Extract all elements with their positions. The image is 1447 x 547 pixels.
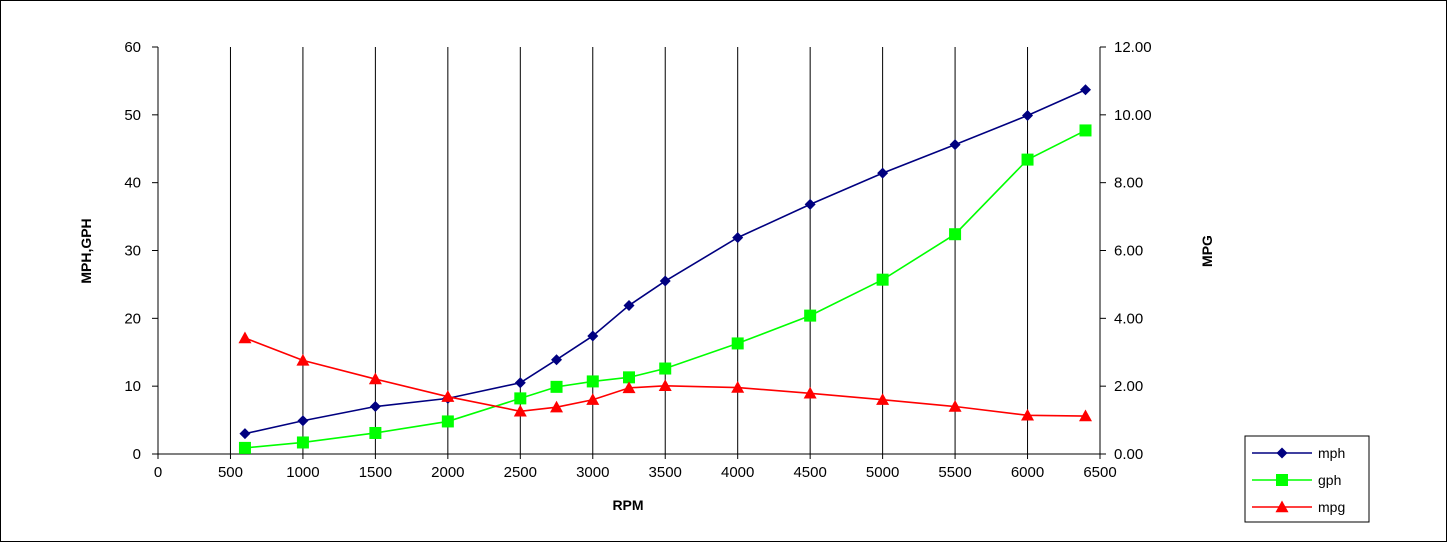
- y-tick-label: 60: [124, 39, 141, 56]
- x-tick-label: 2500: [504, 464, 537, 481]
- y-tick-label: 0: [133, 446, 141, 463]
- x-axis-title: RPM: [612, 497, 643, 513]
- gph-point: [514, 392, 527, 405]
- mph-point: [623, 299, 635, 311]
- legend-item-mpg: mpg: [1252, 499, 1345, 515]
- mph-point: [551, 354, 563, 366]
- legend-swatch-marker: [1276, 447, 1288, 459]
- mpg-point: [550, 400, 564, 413]
- y-tick-label: 10: [124, 378, 141, 395]
- x-tick-label: 6000: [1011, 464, 1044, 481]
- y2-tick-label: 10.00: [1114, 107, 1152, 124]
- mph-point: [297, 415, 309, 427]
- y2-tick-label: 12.00: [1114, 39, 1152, 56]
- mph-point: [514, 377, 526, 389]
- gph-point: [296, 436, 309, 449]
- y-axis-title: MPH,GPH: [78, 218, 94, 283]
- x-tick-label: 1500: [359, 464, 392, 481]
- gph-point: [550, 380, 563, 393]
- mpg-point: [296, 353, 310, 366]
- x-tick-label: 3000: [576, 464, 609, 481]
- mpg-point: [441, 390, 455, 402]
- mpg-point: [948, 400, 962, 412]
- mpg-point: [368, 372, 382, 385]
- mph-point: [804, 198, 816, 210]
- gph-point: [586, 375, 599, 388]
- legend-swatch-marker: [1275, 500, 1289, 513]
- mpg-point: [1079, 409, 1093, 422]
- y-tick-label: 50: [124, 107, 141, 124]
- mph-point: [239, 428, 251, 440]
- mph-point: [1022, 110, 1034, 122]
- gph-point: [731, 337, 744, 350]
- mph-point: [659, 275, 671, 287]
- gph-point: [1079, 124, 1092, 137]
- mpg-point: [622, 381, 636, 394]
- y-tick-label: 20: [124, 310, 141, 327]
- mph-point: [369, 401, 381, 413]
- gph-point: [1021, 153, 1034, 166]
- x-tick-label: 5000: [866, 464, 899, 481]
- y2-tick-label: 2.00: [1114, 378, 1143, 395]
- x-tick-label: 500: [218, 464, 243, 481]
- mpg-point: [586, 393, 600, 405]
- legend: mph gph mpg: [1244, 435, 1370, 523]
- y-tick-label: 40: [124, 175, 141, 192]
- y2-tick-label: 6.00: [1114, 243, 1143, 260]
- legend-label: mph: [1318, 445, 1345, 461]
- gph-point: [804, 309, 817, 322]
- series-mpg: [238, 331, 1093, 422]
- y2-tick-label: 4.00: [1114, 310, 1143, 327]
- mpg-point: [731, 381, 745, 393]
- mpg-point: [803, 386, 817, 399]
- gph-point: [369, 426, 382, 439]
- gph-point: [441, 415, 454, 428]
- mpg-point: [238, 331, 252, 344]
- mph-point: [877, 167, 889, 179]
- x-tick-label: 2000: [431, 464, 464, 481]
- legend-swatch-marker: [1276, 474, 1288, 486]
- x-tick-label: 3500: [649, 464, 682, 481]
- mpg-point: [876, 393, 890, 405]
- x-tick-label: 6500: [1083, 464, 1116, 481]
- y2-tick-label: 0.00: [1114, 446, 1143, 463]
- x-tick-label: 4500: [793, 464, 826, 481]
- legend-label: gph: [1318, 472, 1341, 488]
- y2-axis-title: MPG: [1199, 235, 1215, 267]
- mph-point: [949, 139, 961, 151]
- x-tick-label: 0: [154, 464, 162, 481]
- series-gph: [238, 124, 1092, 454]
- mph-point: [1080, 84, 1092, 96]
- gph-point: [876, 273, 889, 286]
- axes-layer: 0 500 1000 1500 2000 2500 3000 3500 4000 4500 5000…: [124, 39, 1151, 481]
- series-mph: [239, 84, 1092, 440]
- x-tick-label: 5500: [938, 464, 971, 481]
- y2-tick-label: 8.00: [1114, 175, 1143, 192]
- gph-point: [623, 371, 635, 384]
- gph-point: [238, 441, 251, 454]
- series-layer: [238, 84, 1093, 454]
- gph-point: [949, 228, 962, 241]
- legend-item-mph: mph: [1252, 445, 1345, 461]
- mpg-point: [1021, 408, 1035, 421]
- gph-point: [659, 362, 672, 375]
- mpg-point: [513, 404, 527, 417]
- legend-items: mph gph mpg: [1252, 445, 1345, 515]
- mph-point: [587, 330, 599, 342]
- legend-label: mpg: [1318, 499, 1345, 515]
- mph-point: [732, 232, 744, 244]
- legend-item-gph: gph: [1252, 472, 1341, 488]
- mpg-point: [658, 379, 672, 392]
- x-tick-label: 4000: [721, 464, 754, 481]
- legend-box: [1244, 435, 1370, 523]
- y-tick-label: 30: [124, 243, 141, 260]
- x-tick-label: 1000: [286, 464, 319, 481]
